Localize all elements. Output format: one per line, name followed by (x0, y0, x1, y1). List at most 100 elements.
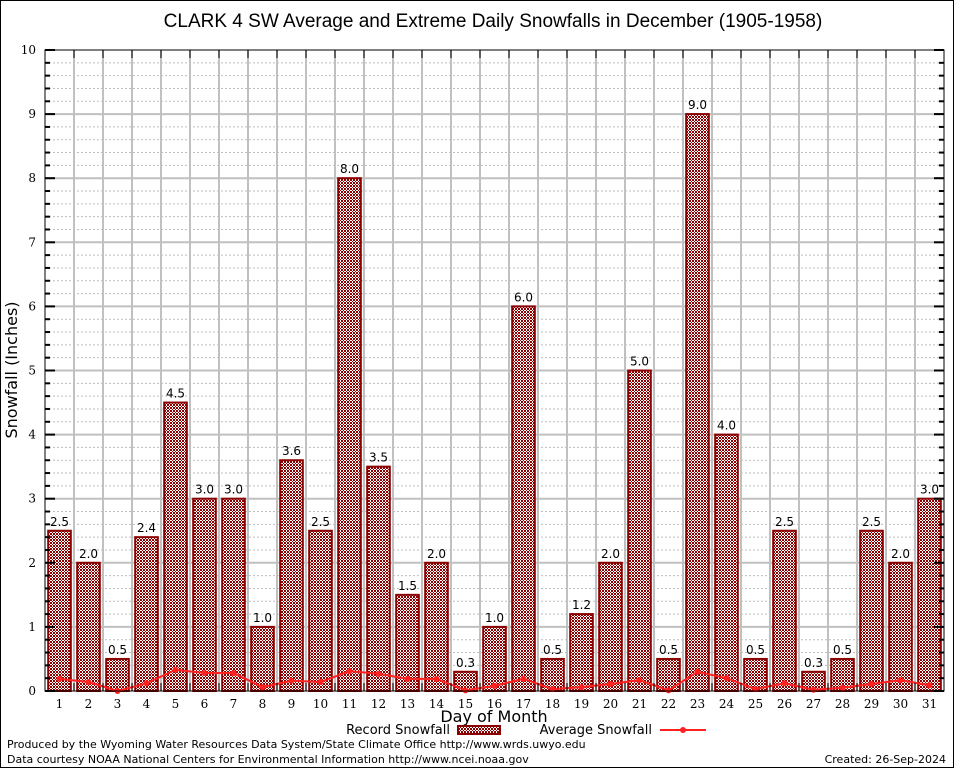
y-tick-label: 6 (28, 299, 36, 313)
data-label-day-15: 0.3 (456, 656, 475, 670)
x-tick-label: 24 (719, 697, 735, 711)
bar-record-day-2 (76, 561, 101, 692)
legend-marker-average (680, 727, 686, 733)
data-label-day-19: 1.2 (572, 598, 591, 612)
footer-created: Created: 26-Sep-2024 (825, 753, 946, 766)
x-tick-label: 29 (864, 697, 879, 711)
y-tick-label: 0 (28, 684, 36, 698)
average-point-day-28 (839, 684, 846, 691)
data-label-day-5: 4.5 (166, 387, 185, 401)
average-point-day-8 (259, 684, 266, 691)
data-label-day-22: 0.5 (659, 643, 678, 657)
bar-record-day-8 (250, 625, 275, 693)
data-label-day-8: 1.0 (253, 611, 272, 625)
footer-produced-by: Produced by the Wyoming Water Resources … (7, 738, 586, 751)
average-point-day-20 (607, 680, 614, 687)
data-label-day-7: 3.0 (224, 483, 243, 497)
average-point-day-2 (85, 679, 92, 686)
average-point-day-4 (143, 680, 150, 687)
data-label-day-26: 2.5 (775, 515, 794, 529)
bar-record-day-6 (192, 497, 217, 693)
data-label-day-3: 0.5 (108, 643, 127, 657)
bar-record-day-29 (859, 529, 884, 692)
bar-record-day-19 (569, 613, 594, 693)
bar-labels-group: 2.5 2.0 0.5 2.4 4.5 3.0 3.0 1.0 3.6 2.5 8.0 3.5 1.5 2… (50, 98, 939, 670)
bar-record-day-14 (424, 561, 449, 692)
data-label-day-20: 2.0 (601, 547, 620, 561)
chart-title: CLARK 4 SW Average and Extreme Daily Sno… (164, 11, 823, 32)
average-point-day-10 (317, 679, 324, 686)
x-tick-label: 20 (603, 697, 618, 711)
y-tick-label: 10 (21, 43, 36, 57)
data-label-day-14: 2.0 (427, 547, 446, 561)
bar-record-day-9 (279, 459, 304, 692)
data-label-day-12: 3.5 (369, 451, 388, 465)
average-point-day-30 (897, 677, 904, 684)
x-tick-label: 17 (516, 697, 531, 711)
x-tick-label: 18 (545, 697, 560, 711)
data-label-day-1: 2.5 (50, 515, 69, 529)
average-point-day-16 (491, 682, 498, 689)
bar-record-day-7 (221, 497, 246, 693)
legend: Record Snowfall Average Snowfall (346, 723, 706, 738)
average-point-day-19 (578, 684, 585, 691)
x-tick-labels: 1 2 3 4 5 6 7 8 9 10 11 12 13 14 15 16 17 18 19 20 21 22 23 24 2… (56, 697, 937, 711)
x-tick-label: 6 (201, 697, 209, 711)
legend-label-record: Record Snowfall (346, 723, 450, 738)
data-label-day-10: 2.5 (311, 515, 330, 529)
average-point-day-15 (462, 687, 469, 694)
data-label-day-25: 0.5 (746, 643, 765, 657)
x-tick-label: 25 (748, 697, 763, 711)
data-label-day-2: 2.0 (79, 547, 98, 561)
data-label-day-24: 4.0 (717, 419, 736, 433)
x-tick-label: 1 (56, 697, 64, 711)
x-tick-label: 3 (114, 697, 122, 711)
bar-record-day-21 (627, 369, 652, 692)
bar-record-day-5 (163, 401, 188, 692)
x-tick-label: 30 (893, 697, 908, 711)
average-point-day-24 (723, 675, 730, 682)
x-tick-label: 10 (313, 697, 328, 711)
average-point-day-13 (404, 675, 411, 682)
x-tick-label: 12 (371, 697, 386, 711)
y-tick-label: 8 (28, 171, 36, 185)
data-label-day-30: 2.0 (891, 547, 910, 561)
x-tick-label: 19 (574, 697, 589, 711)
x-tick-label: 31 (922, 697, 937, 711)
average-point-day-22 (665, 687, 672, 694)
data-label-day-29: 2.5 (862, 515, 881, 529)
average-point-day-5 (172, 666, 179, 673)
x-tick-label: 23 (690, 697, 705, 711)
x-tick-label: 28 (835, 697, 850, 711)
y-axis-label: Snowfall (Inches) (2, 301, 21, 438)
data-label-day-16: 1.0 (485, 611, 504, 625)
bar-record-day-31 (917, 497, 942, 693)
x-tick-label: 14 (429, 697, 445, 711)
y-tick-label: 5 (28, 364, 36, 378)
x-tick-label: 4 (143, 697, 151, 711)
bar-record-day-16 (482, 625, 507, 693)
average-point-day-12 (375, 670, 382, 677)
bar-record-day-17 (511, 305, 536, 692)
axes-group (44, 49, 945, 692)
bar-record-day-12 (366, 465, 391, 692)
data-label-day-18: 0.5 (543, 643, 562, 657)
average-point-day-17 (520, 675, 527, 682)
data-label-day-28: 0.5 (833, 643, 852, 657)
average-point-day-31 (926, 682, 933, 689)
data-label-day-17: 6.0 (514, 290, 533, 304)
bar-record-day-20 (598, 561, 623, 692)
bars-group (47, 113, 942, 693)
x-tick-label: 9 (288, 697, 296, 711)
average-point-day-9 (288, 677, 295, 684)
data-label-day-11: 8.0 (340, 162, 359, 176)
data-label-day-13: 1.5 (398, 579, 417, 593)
bar-record-day-3 (105, 657, 130, 693)
average-point-day-29 (868, 680, 875, 687)
y-tick-label: 7 (28, 235, 36, 249)
x-tick-label: 5 (172, 697, 180, 711)
legend-label-average: Average Snowfall (540, 723, 652, 738)
average-point-day-23 (694, 668, 701, 675)
footer-data-courtesy: Data courtesy NOAA National Centers for … (7, 753, 529, 766)
